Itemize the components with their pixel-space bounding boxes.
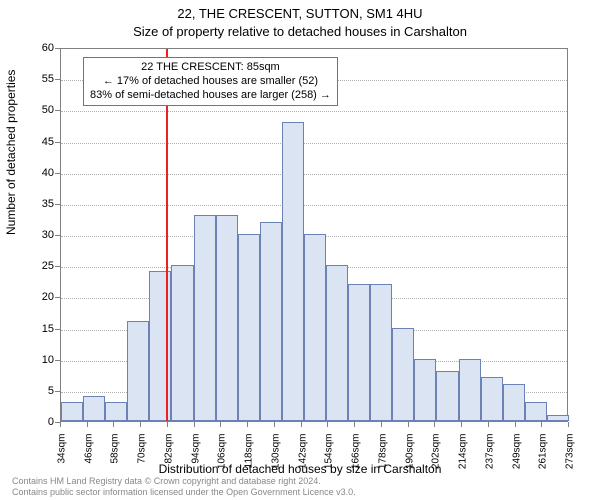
y-tick-label: 10 — [24, 354, 54, 366]
page-title-subtitle: Size of property relative to detached ho… — [0, 24, 600, 39]
histogram-bar — [171, 265, 193, 421]
histogram-bar — [392, 328, 414, 422]
x-tick-label: 202sqm — [431, 434, 442, 484]
y-tick-label: 15 — [24, 323, 54, 335]
histogram-bar — [348, 284, 370, 421]
x-axis-label: Distribution of detached houses by size … — [0, 462, 600, 476]
y-tick-label: 55 — [24, 73, 54, 85]
y-tick-label: 35 — [24, 198, 54, 210]
x-tick-label: 261sqm — [538, 434, 549, 484]
y-tick-label: 25 — [24, 260, 54, 272]
y-tick-label: 0 — [24, 416, 54, 428]
y-tick-label: 5 — [24, 385, 54, 397]
histogram-bar — [83, 396, 105, 421]
y-tick-label: 50 — [24, 104, 54, 116]
histogram-bar — [260, 222, 282, 421]
annotation-box: 22 THE CRESCENT: 85sqm ← 17% of detached… — [83, 57, 338, 106]
histogram-bar — [149, 271, 171, 421]
histogram-bar — [459, 359, 481, 421]
x-tick-label: 214sqm — [458, 434, 469, 484]
histogram-bar — [61, 402, 83, 421]
histogram-bar — [481, 377, 503, 421]
x-tick-label: 190sqm — [404, 434, 415, 484]
histogram-bar — [547, 415, 569, 421]
histogram-bar — [436, 371, 458, 421]
x-tick-label: 237sqm — [484, 434, 495, 484]
y-tick-label: 40 — [24, 167, 54, 179]
chart-page: 22, THE CRESCENT, SUTTON, SM1 4HU Size o… — [0, 0, 600, 500]
y-tick-label: 30 — [24, 229, 54, 241]
histogram-bar — [503, 384, 525, 421]
annotation-line-1: 22 THE CRESCENT: 85sqm — [90, 61, 331, 75]
histogram-bar — [127, 321, 149, 421]
histogram-bar — [105, 402, 127, 421]
histogram-bar — [304, 234, 326, 421]
histogram-bar — [370, 284, 392, 421]
y-tick-label: 60 — [24, 42, 54, 54]
x-tick-label: 249sqm — [511, 434, 522, 484]
annotation-line-3: 83% of semi-detached houses are larger (… — [90, 89, 331, 103]
histogram-bar — [414, 359, 436, 421]
footer-line-1: Contains HM Land Registry data © Crown c… — [12, 476, 356, 486]
histogram-bar — [238, 234, 260, 421]
footer-attribution: Contains HM Land Registry data © Crown c… — [12, 476, 356, 497]
histogram-bar — [216, 215, 238, 421]
y-tick-label: 20 — [24, 291, 54, 303]
histogram-bar — [282, 122, 304, 421]
y-tick-label: 45 — [24, 136, 54, 148]
footer-line-2: Contains public sector information licen… — [12, 487, 356, 497]
plot-area: 22 THE CRESCENT: 85sqm ← 17% of detached… — [60, 48, 568, 422]
y-axis-label: Number of detached properties — [4, 70, 18, 235]
annotation-line-2: ← 17% of detached houses are smaller (52… — [90, 75, 331, 89]
histogram-bar — [194, 215, 216, 421]
x-tick-label: 273sqm — [565, 434, 576, 484]
x-tick-label: 178sqm — [377, 434, 388, 484]
histogram-bar — [326, 265, 348, 421]
histogram-bar — [525, 402, 547, 421]
page-title-address: 22, THE CRESCENT, SUTTON, SM1 4HU — [0, 6, 600, 21]
